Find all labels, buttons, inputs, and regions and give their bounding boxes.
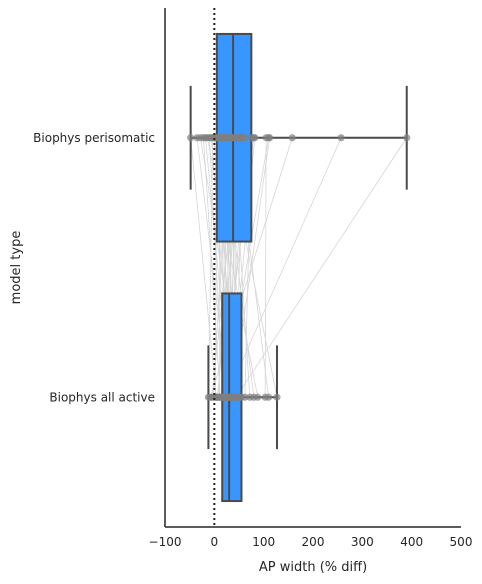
data-point xyxy=(241,393,249,401)
x-tick-label: −100 xyxy=(149,535,182,549)
data-point xyxy=(288,134,296,142)
pair-line xyxy=(235,137,408,398)
y-tick-label: Biophys perisomatic xyxy=(33,131,155,145)
x-tick-label: 400 xyxy=(400,535,423,549)
data-point xyxy=(337,134,345,142)
axes: −100 0 100 200 300 400 500 Biophys perisomatic B… xyxy=(33,8,472,549)
y-tick-label: Biophys all active xyxy=(49,390,155,404)
data-point xyxy=(403,134,411,142)
x-tick-label: 200 xyxy=(302,535,325,549)
x-tick-label: 300 xyxy=(351,535,374,549)
x-axis-label: AP width (% diff) xyxy=(259,560,367,575)
data-point xyxy=(265,134,274,142)
x-tick-label: 0 xyxy=(211,535,219,549)
x-tick-label: 500 xyxy=(450,535,473,549)
data-point xyxy=(251,134,259,142)
pair-line xyxy=(225,137,342,398)
y-axis-label: model type xyxy=(9,231,24,305)
data-points xyxy=(187,134,411,401)
data-point xyxy=(254,393,262,401)
x-tick-label: 100 xyxy=(252,535,275,549)
data-point xyxy=(187,134,195,142)
data-point xyxy=(241,134,249,142)
pair-line xyxy=(203,137,221,398)
data-point xyxy=(265,393,273,401)
data-point xyxy=(273,393,281,401)
pair-line xyxy=(190,137,217,398)
pair-line xyxy=(264,137,267,398)
